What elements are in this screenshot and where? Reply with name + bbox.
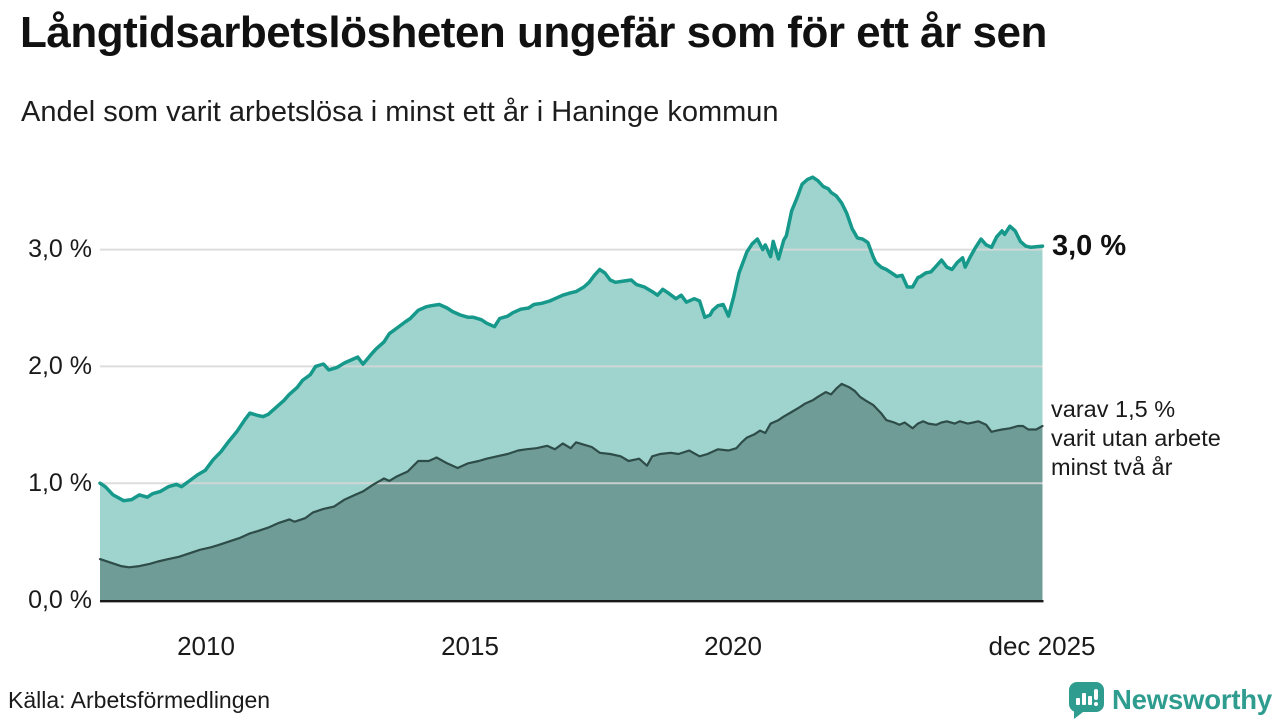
x-tick-label-dec-2025: dec 2025	[988, 631, 1096, 661]
y-tick-label-0: 0,0 %	[28, 586, 92, 614]
series-end-label-subset: varav 1,5 % varit utan arbete minst två …	[1051, 395, 1221, 482]
y-tick-label-2: 2,0 %	[28, 352, 92, 380]
series-line	[98, 382, 1044, 569]
series-end-label-subset-line1: varav 1,5 %	[1051, 396, 1176, 422]
x-tick-label-2015: 2015	[441, 631, 499, 661]
newsworthy-logo[interactable]: Newsworthy	[1068, 681, 1272, 719]
y-tick-label-3: 3,0 %	[28, 235, 92, 263]
chart-subtitle: Andel som varit arbetslösa i minst ett å…	[21, 96, 779, 128]
source-attribution: Källa: Arbetsförmedlingen	[8, 687, 271, 713]
newsworthy-bubble-chart-icon	[1069, 682, 1105, 719]
x-tick-label-2020: 2020	[704, 631, 762, 661]
area-fill	[100, 383, 1043, 600]
page-title: Långtidsarbetslösheten ungefär som för e…	[20, 8, 1047, 57]
series-end-label-subset-line3: minst två år	[1051, 454, 1173, 480]
y-tick-label-1: 1,0 %	[28, 469, 92, 497]
series-end-label-subset-line2: varit utan arbete	[1051, 425, 1221, 451]
series-end-label-total: 3,0 %	[1052, 230, 1127, 262]
series-line	[98, 175, 1045, 503]
x-tick-label-2010: 2010	[177, 631, 235, 661]
newsworthy-wordmark: Newsworthy	[1112, 684, 1272, 715]
